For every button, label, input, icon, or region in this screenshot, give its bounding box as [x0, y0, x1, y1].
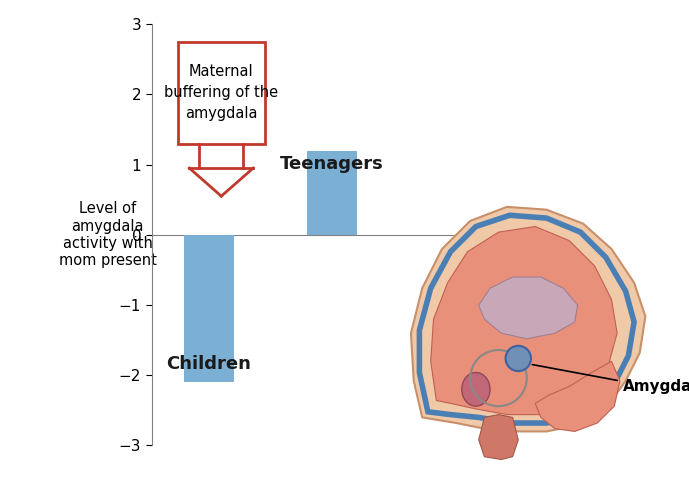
Polygon shape — [411, 207, 646, 431]
Bar — [307, 151, 357, 235]
Bar — [185, 235, 234, 382]
Circle shape — [506, 346, 531, 371]
Polygon shape — [431, 227, 617, 415]
Polygon shape — [479, 277, 577, 339]
Ellipse shape — [462, 373, 490, 406]
Y-axis label: Level of
amygdala
activity with
mom present: Level of amygdala activity with mom pres… — [59, 201, 156, 268]
Text: Amygdala: Amygdala — [623, 379, 689, 394]
Polygon shape — [535, 361, 620, 431]
Text: Maternal
buffering of the
amygdala: Maternal buffering of the amygdala — [164, 64, 278, 121]
Polygon shape — [479, 415, 518, 459]
Text: Children: Children — [167, 355, 251, 373]
Text: Teenagers: Teenagers — [280, 155, 384, 173]
Bar — [178, 42, 265, 143]
